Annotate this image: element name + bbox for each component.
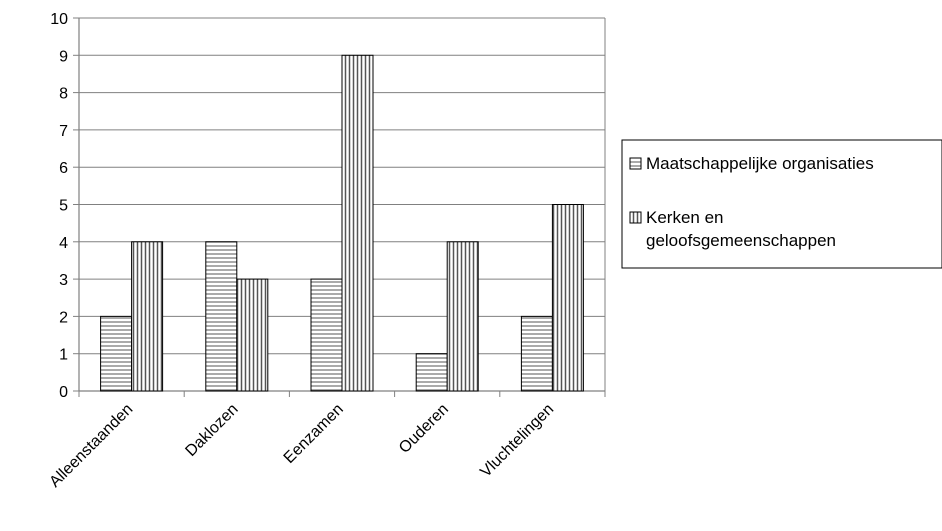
- bar-kerken-alleenstaanden: [131, 241, 164, 392]
- x-tick-label: Alleenstaanden: [46, 401, 136, 491]
- legend-swatch-kerken: [629, 211, 642, 224]
- legend-label: geloofsgemeenschappen: [646, 231, 836, 250]
- y-tick-label: 0: [59, 384, 68, 401]
- y-tick-label: 1: [59, 347, 68, 364]
- y-tick-label: 10: [50, 11, 68, 28]
- bars: [100, 54, 584, 392]
- x-tick-label: Daklozen: [182, 401, 241, 460]
- legend-swatch-maatschappelijke: [629, 157, 642, 170]
- y-tick-label: 3: [59, 272, 68, 289]
- bar-maatschappelijke-eenzamen: [310, 278, 343, 392]
- legend: Maatschappelijke organisaties Kerken en ge…: [621, 139, 942, 269]
- y-tick-label: 2: [59, 309, 68, 326]
- bar-kerken-ouderen: [446, 241, 479, 392]
- y-tick-label: 5: [59, 198, 68, 215]
- y-tick-label: 8: [59, 86, 68, 103]
- y-tick-label: 9: [59, 48, 68, 65]
- bar-maatschappelijke-alleenstaanden: [100, 315, 133, 392]
- y-tick-label: 6: [59, 160, 68, 177]
- y-tick-label: 7: [59, 123, 68, 140]
- bar-maatschappelijke-vluchtelingen: [520, 315, 553, 392]
- bar-kerken-vluchtelingen: [551, 204, 584, 392]
- legend-label: Kerken en: [646, 208, 724, 227]
- bar-maatschappelijke-ouderen: [415, 353, 448, 392]
- legend-label: Maatschappelijke organisaties: [646, 154, 874, 173]
- bar-maatschappelijke-daklozen: [205, 241, 238, 392]
- x-tick-label: Vluchtelingen: [477, 401, 557, 481]
- x-tick-label: Eenzamen: [281, 401, 347, 467]
- y-tick-labels: 0 1 2 3 4 5 6 7 8 9 10: [50, 11, 68, 401]
- y-tick-label: 4: [59, 235, 68, 252]
- x-tick-label: Ouderen: [396, 401, 452, 457]
- x-tick-labels: Alleenstaanden Daklozen Eenzamen Ouderen Vlu…: [46, 401, 557, 491]
- bar-kerken-daklozen: [236, 278, 269, 392]
- bar-kerken-eenzamen: [341, 54, 374, 392]
- legend-box: [621, 139, 942, 269]
